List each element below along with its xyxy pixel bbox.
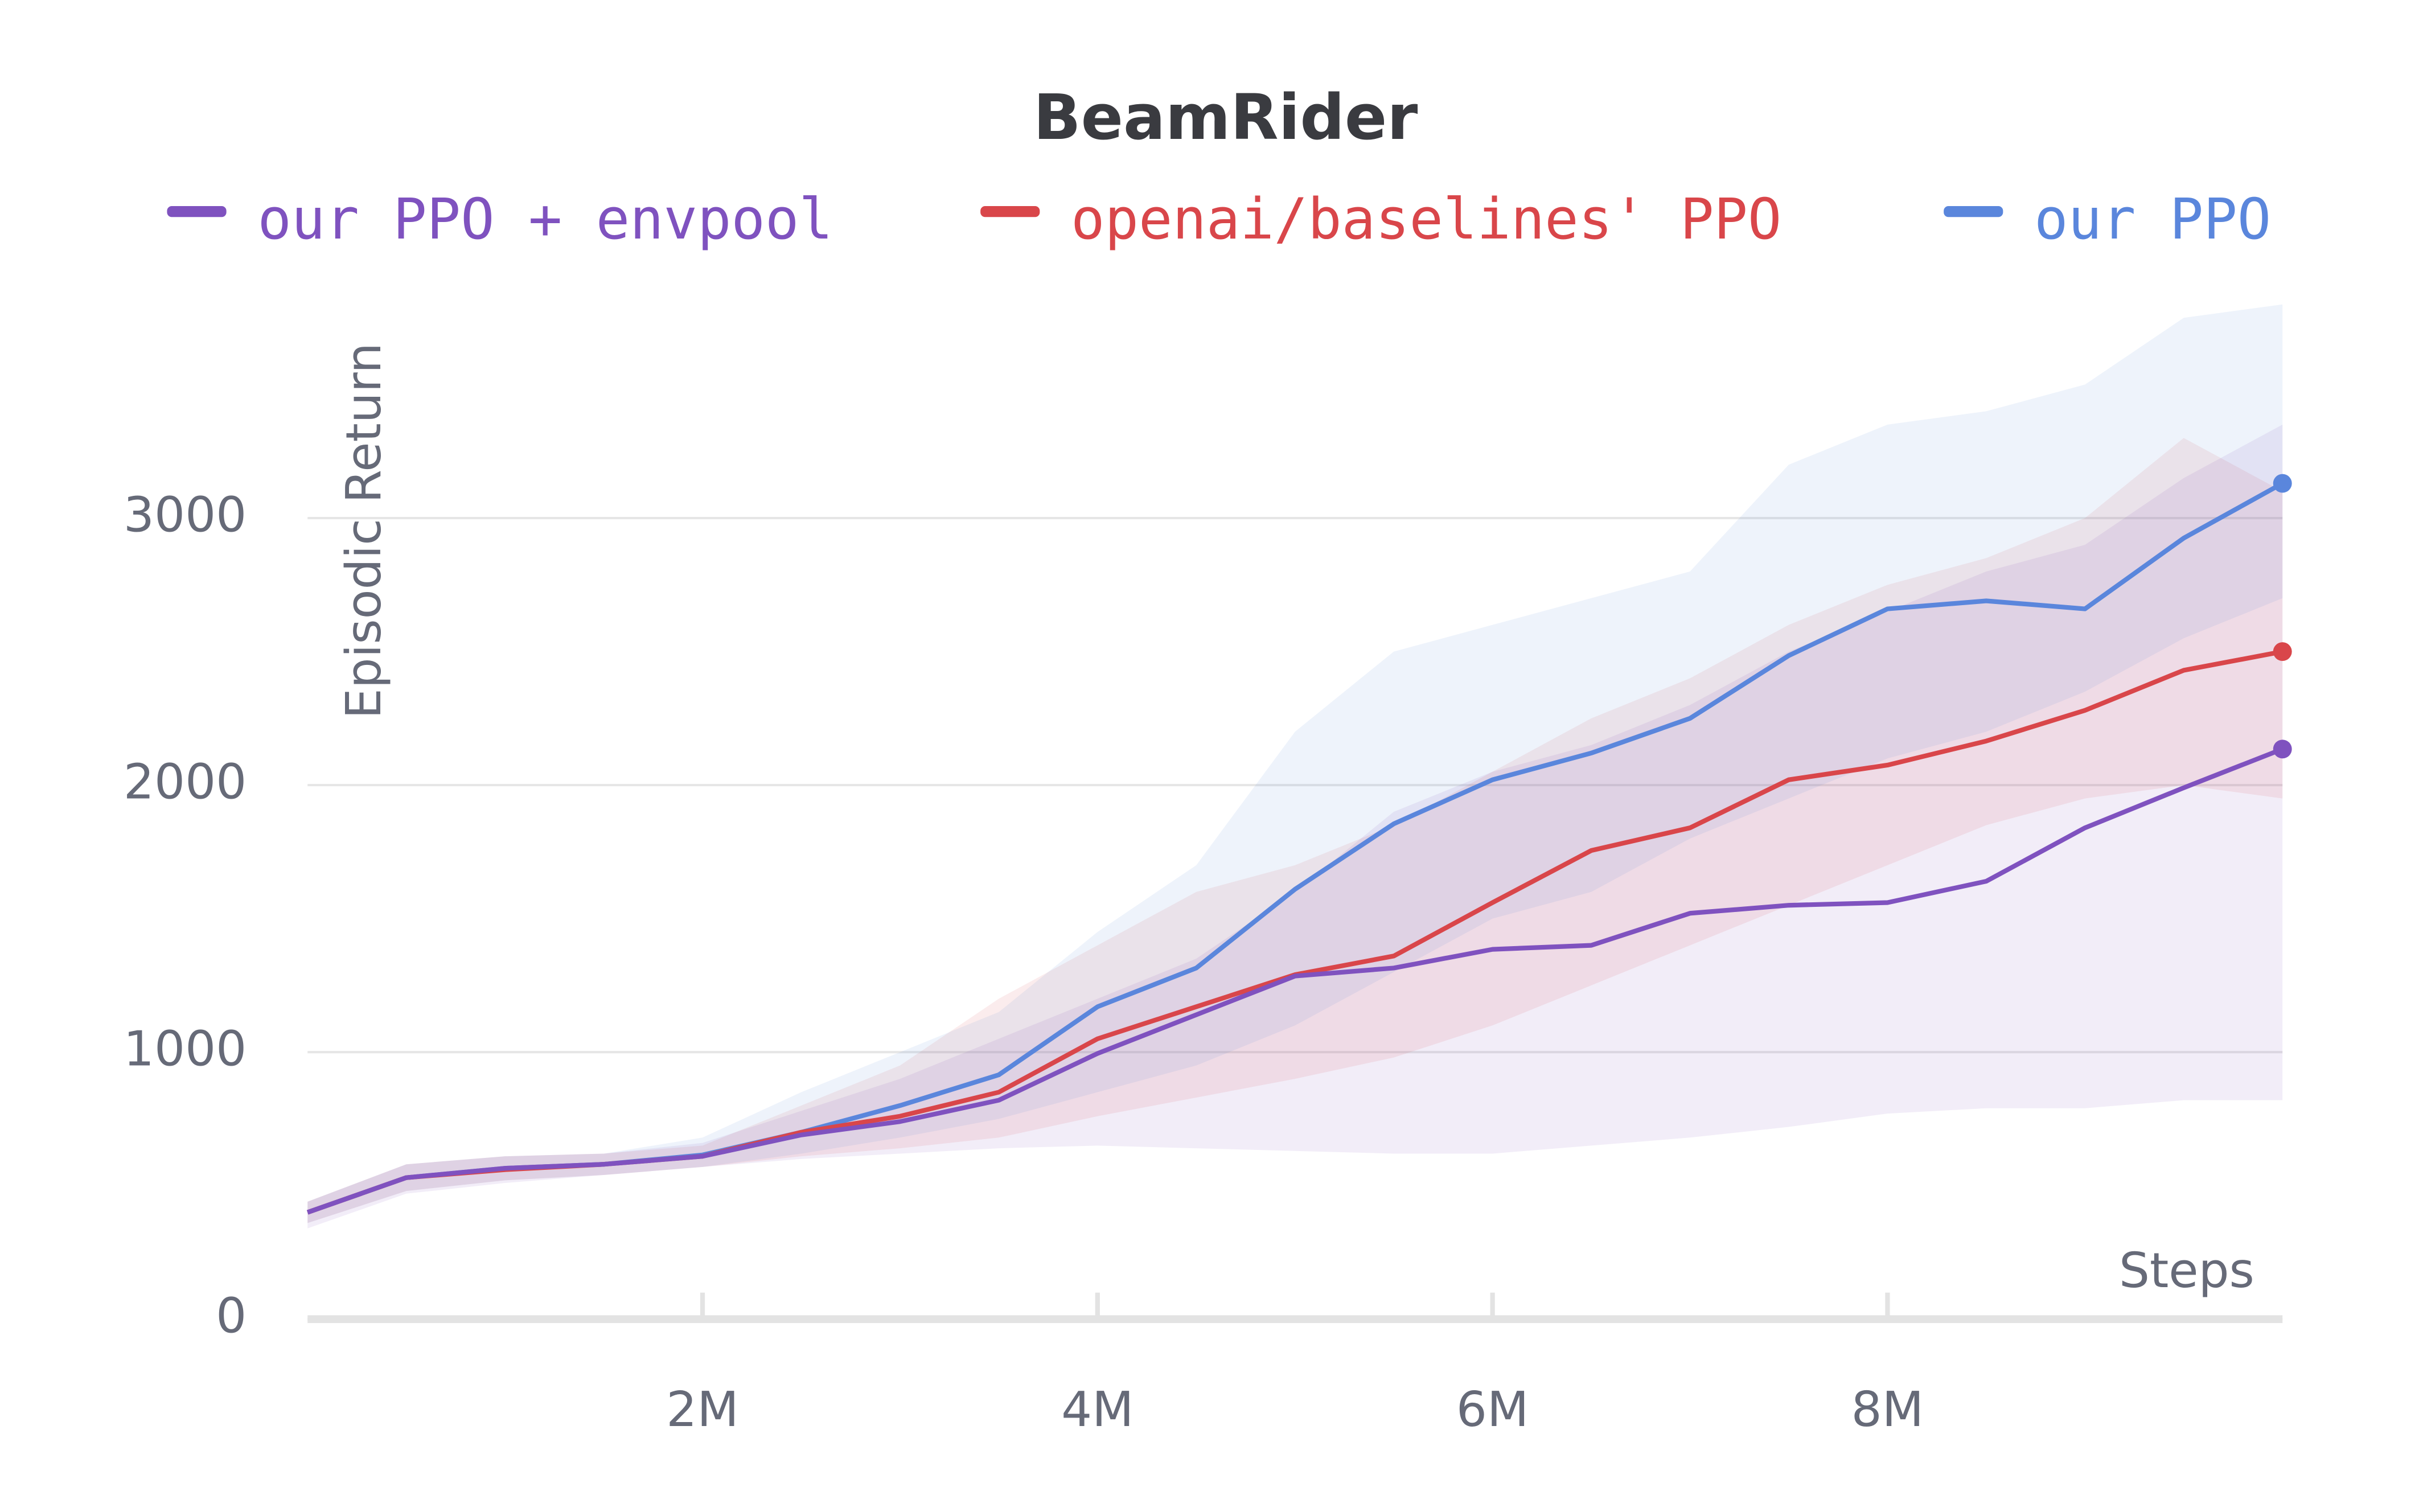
legend-label: our PPO + envpool <box>257 187 832 252</box>
y-tick-label: 2000 <box>124 754 247 811</box>
legend-swatch <box>1944 206 2003 217</box>
end-dot <box>2273 739 2292 759</box>
legend-swatch <box>167 206 227 217</box>
y-axis-label: Episodic Return <box>336 343 392 719</box>
x-tick-label: 8M <box>1851 1382 1924 1438</box>
legend-swatch <box>980 206 1040 217</box>
y-tick-label: 0 <box>216 1288 247 1345</box>
band <box>307 304 2283 1223</box>
y-tick-label: 3000 <box>124 487 247 543</box>
end-dot <box>2273 474 2292 493</box>
x-tick-label: 2M <box>666 1382 738 1438</box>
chart-title: BeamRider <box>1033 81 1418 154</box>
x-tick-label: 6M <box>1456 1382 1529 1438</box>
y-tick-label: 1000 <box>124 1021 247 1078</box>
band <box>307 424 2283 1228</box>
series-line <box>306 746 2284 1215</box>
x-tick-label: 4M <box>1061 1382 1134 1438</box>
end-dot <box>2273 642 2292 662</box>
x-axis-label: Steps <box>2119 1243 2254 1299</box>
legend-label: openai/baselines' PPO <box>1071 187 1781 252</box>
band <box>307 438 2283 1223</box>
legend-label: our PPO <box>2034 187 2271 252</box>
